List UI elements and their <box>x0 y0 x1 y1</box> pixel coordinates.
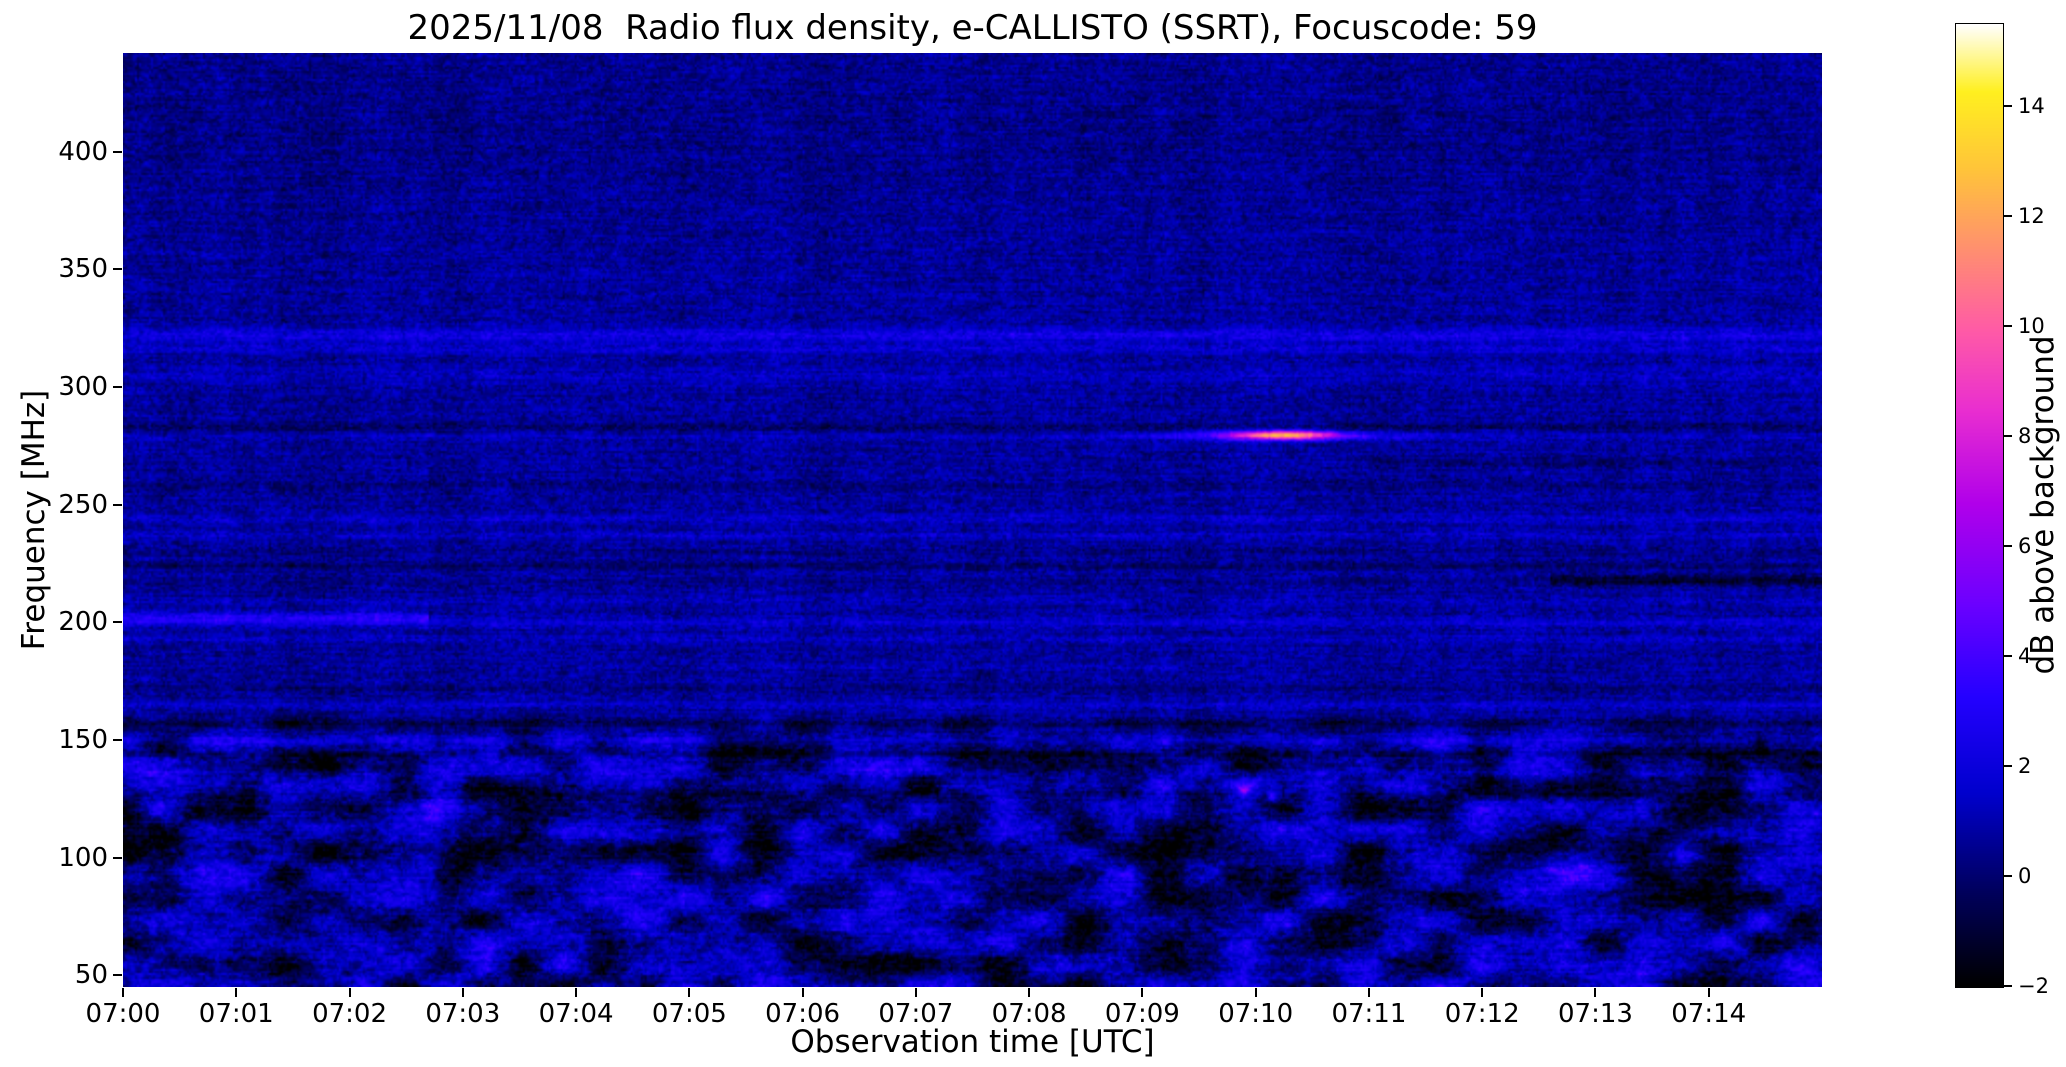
colorbar <box>1955 23 2004 988</box>
colorbar-tick-mark <box>2004 874 2012 877</box>
x-tick-label: 07:13 <box>1557 999 1633 1029</box>
y-tick-mark <box>113 503 122 506</box>
colorbar-tick-label: 0 <box>2018 863 2032 888</box>
spectrogram-canvas <box>123 53 1822 987</box>
colorbar-tick-label: 12 <box>2018 203 2045 228</box>
x-tick-mark <box>1594 988 1597 997</box>
colorbar-tick-mark <box>2004 434 2012 437</box>
colorbar-tick-mark <box>2004 324 2012 327</box>
chart-title: 2025/11/08 Radio flux density, e-CALLIST… <box>407 8 1538 48</box>
x-tick-label: 07:09 <box>1104 999 1180 1029</box>
x-tick-mark <box>688 988 691 997</box>
x-tick-mark <box>575 988 578 997</box>
x-tick-mark <box>1707 988 1710 997</box>
colorbar-label: dB above background <box>2025 335 2061 675</box>
y-tick-label: 300 <box>58 372 108 403</box>
x-tick-label: 07:12 <box>1444 999 1520 1029</box>
x-tick-mark <box>348 988 351 997</box>
y-axis-label: Frequency [MHz] <box>16 389 52 651</box>
colorbar-tick-label: 4 <box>2018 643 2032 668</box>
colorbar-tick-mark <box>2004 104 2012 107</box>
y-tick-mark <box>113 621 122 624</box>
x-tick-mark <box>1367 988 1370 997</box>
x-tick-label: 07:11 <box>1331 999 1407 1029</box>
colorbar-tick-label: −2 <box>2018 974 2049 998</box>
colorbar-tick-label: 8 <box>2018 423 2032 448</box>
colorbar-tick-label: 2 <box>2018 753 2032 778</box>
x-tick-label: 07:05 <box>651 999 727 1029</box>
colorbar-tick-mark <box>2004 764 2012 767</box>
x-tick-mark <box>914 988 917 997</box>
x-tick-mark <box>461 988 464 997</box>
x-tick-mark <box>1254 988 1257 997</box>
x-tick-mark <box>122 988 124 997</box>
x-tick-mark <box>1141 988 1144 997</box>
x-tick-label: 07:06 <box>765 999 841 1029</box>
x-tick-label: 07:08 <box>991 999 1067 1029</box>
x-tick-mark <box>1481 988 1484 997</box>
y-tick-label: 250 <box>58 489 108 520</box>
y-tick-label: 150 <box>58 724 108 755</box>
x-tick-label: 07:14 <box>1671 999 1747 1029</box>
x-tick-label: 07:07 <box>878 999 954 1029</box>
y-tick-mark <box>113 268 122 271</box>
colorbar-tick-mark <box>2004 985 2012 987</box>
x-tick-mark <box>1028 988 1031 997</box>
x-tick-label: 07:04 <box>538 999 614 1029</box>
x-tick-label: 07:00 <box>85 999 161 1029</box>
y-tick-label: 350 <box>58 254 108 285</box>
y-tick-mark <box>113 386 122 389</box>
x-tick-label: 07:02 <box>312 999 387 1029</box>
y-tick-mark <box>113 738 122 741</box>
x-tick-label: 07:01 <box>198 999 274 1029</box>
colorbar-tick-mark <box>2004 214 2012 217</box>
x-tick-mark <box>235 988 238 997</box>
y-tick-label: 50 <box>74 960 108 991</box>
colorbar-tick-mark <box>2004 654 2012 657</box>
y-tick-label: 100 <box>58 842 108 873</box>
x-tick-mark <box>801 988 804 997</box>
y-tick-label: 400 <box>58 136 108 167</box>
y-tick-label: 200 <box>58 607 108 638</box>
x-axis-label: Observation time [UTC] <box>790 1024 1155 1060</box>
x-tick-label: 07:03 <box>425 999 501 1029</box>
y-tick-mark <box>113 150 122 153</box>
y-tick-mark <box>113 974 122 977</box>
colorbar-tick-mark <box>2004 544 2012 547</box>
colorbar-tick-label: 14 <box>2018 93 2045 118</box>
y-tick-mark <box>113 856 122 859</box>
colorbar-tick-label: 6 <box>2018 533 2032 558</box>
colorbar-tick-label: 10 <box>2018 313 2045 338</box>
x-tick-label: 07:10 <box>1218 999 1294 1029</box>
